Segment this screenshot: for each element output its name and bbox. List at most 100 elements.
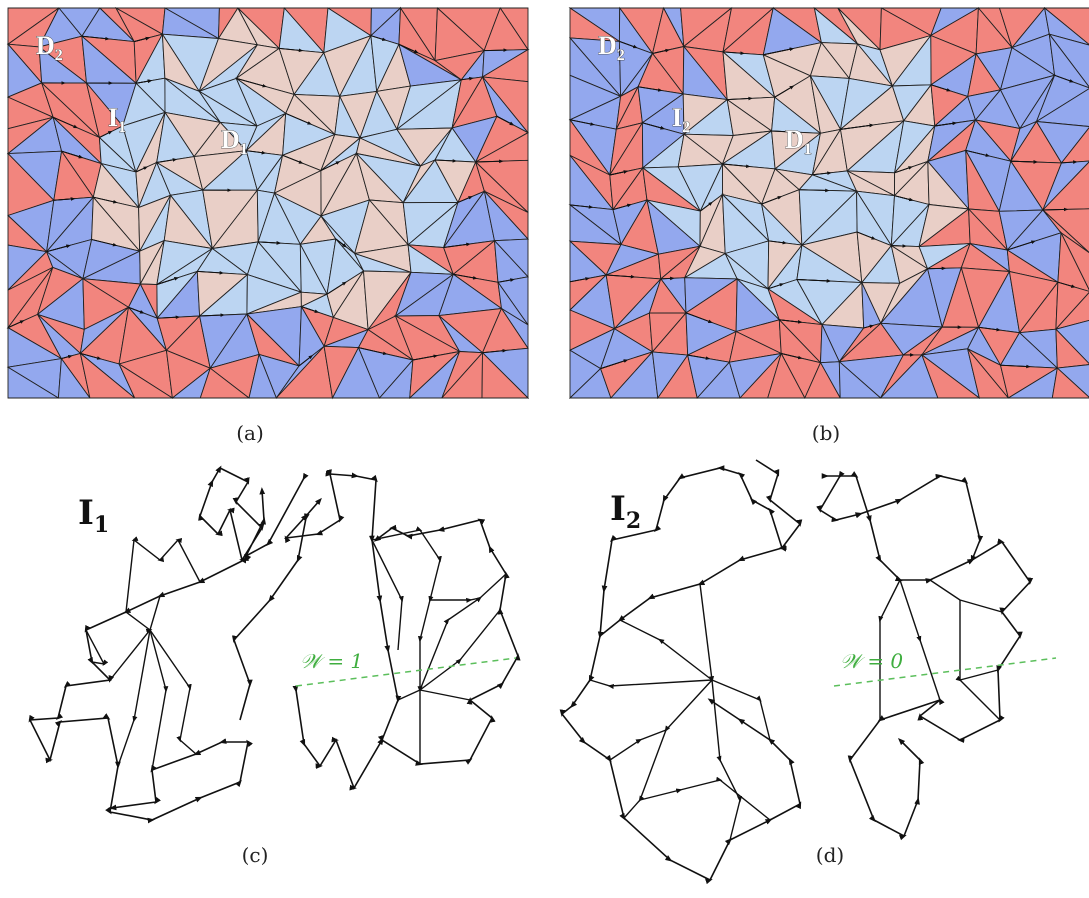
mosaic-arrow bbox=[779, 319, 803, 324]
mosaic-arrow bbox=[53, 197, 76, 201]
mosaic-arrow bbox=[335, 238, 347, 248]
mosaic-arrow bbox=[134, 36, 151, 43]
mosaic-arrow bbox=[934, 121, 957, 127]
panel-a-labels: D2 I1 D1 bbox=[36, 31, 249, 159]
mosaic-arrow bbox=[1042, 207, 1069, 212]
mosaic-arrow bbox=[781, 353, 803, 360]
mosaic-arrow bbox=[301, 306, 320, 313]
mosaic-tile bbox=[967, 348, 1010, 399]
mosaic-arrow bbox=[99, 130, 113, 138]
panel-a-d2-label: D2 bbox=[36, 31, 63, 64]
caption-c: (c) bbox=[242, 843, 269, 867]
panel-b-labels: D2 I2 D1 bbox=[598, 31, 813, 159]
mosaic-arrow bbox=[965, 149, 991, 157]
mosaic-arrow bbox=[606, 274, 636, 279]
mosaic-arrow bbox=[840, 123, 874, 130]
mosaic-arrow bbox=[497, 278, 515, 283]
mosaic-arrow bbox=[927, 266, 947, 271]
mosaic-arrow bbox=[135, 166, 148, 173]
mosaic-arrow bbox=[136, 79, 153, 84]
mosaic-arrow bbox=[298, 354, 314, 367]
mosaic-arrow bbox=[1000, 364, 1031, 369]
mosaic-arrow bbox=[475, 159, 504, 164]
mosaic-arrow bbox=[156, 158, 178, 163]
loop-i2-inner-edges bbox=[589, 579, 1003, 841]
mosaic-arrow bbox=[891, 244, 907, 248]
mosaic-arrow bbox=[619, 40, 638, 49]
mosaic-arrow bbox=[767, 283, 785, 290]
panel-a-i-label: I1 bbox=[108, 103, 126, 136]
mosaic-tile bbox=[920, 353, 981, 399]
mosaic-arrow bbox=[774, 85, 795, 98]
winding-line-c bbox=[295, 657, 517, 687]
mosaic-tile bbox=[838, 360, 882, 399]
mosaic-tile bbox=[804, 361, 841, 399]
panel-a-d1-label: D1 bbox=[221, 125, 248, 158]
loop-i1-inner-edges bbox=[85, 526, 507, 771]
mosaic-arrow bbox=[157, 315, 181, 320]
mosaic-arrow bbox=[569, 277, 590, 283]
mosaic-arrow bbox=[7, 320, 25, 329]
mosaic-arrow bbox=[482, 348, 507, 354]
mosaic-arrow bbox=[1057, 281, 1076, 288]
mosaic-arrow bbox=[199, 313, 225, 317]
loop-label-d: I2 bbox=[610, 489, 641, 534]
mosaic-arrow bbox=[52, 116, 78, 129]
mosaic-arrow bbox=[370, 35, 387, 41]
mosaic-arrow bbox=[660, 276, 675, 281]
mosaic-arrow bbox=[453, 273, 478, 280]
mosaic-arrow bbox=[894, 166, 913, 174]
mosaic-arrow bbox=[763, 47, 795, 56]
mosaic-arrow bbox=[326, 281, 347, 295]
mosaic-arrow bbox=[61, 354, 73, 360]
mosaic-arrow bbox=[642, 122, 665, 130]
mosaic-tile bbox=[79, 352, 136, 399]
mosaic-arrow bbox=[46, 244, 71, 253]
caption-a: (a) bbox=[236, 421, 264, 445]
mosaic-arrow bbox=[768, 240, 788, 245]
mosaic-arrow bbox=[128, 306, 145, 314]
mosaic-tile bbox=[57, 357, 91, 399]
mosaic-arrow bbox=[320, 161, 341, 172]
mosaic-arrow bbox=[81, 35, 110, 41]
mosaic-arrow bbox=[569, 204, 594, 209]
mosaic-arrow bbox=[91, 239, 118, 247]
mosaic-arrow bbox=[61, 150, 84, 159]
mosaic-arrow bbox=[461, 76, 474, 81]
mosaic-tile bbox=[248, 352, 277, 399]
mosaic-arrow bbox=[894, 195, 914, 202]
mosaic-arrow bbox=[398, 43, 419, 54]
mosaic-tile bbox=[481, 351, 530, 399]
mosaic-arrow bbox=[652, 48, 670, 54]
mosaic-arrow bbox=[978, 326, 1001, 332]
mosaic-arrow bbox=[812, 171, 832, 176]
panel-d-loop: 𝒲 = 0 I2 (d) bbox=[562, 459, 1057, 880]
mosaic-arrow bbox=[856, 231, 876, 240]
mosaic-arrow bbox=[796, 279, 832, 283]
winding-label-c: 𝒲 = 1 bbox=[300, 649, 363, 673]
mosaic-arrow bbox=[412, 354, 438, 361]
mosaic-arrow bbox=[761, 196, 783, 205]
mosaic-arrow bbox=[484, 48, 508, 52]
mosaic-arrow bbox=[496, 115, 515, 126]
panel-b-i-label: I2 bbox=[672, 103, 690, 136]
winding-label-d: 𝒲 = 0 bbox=[840, 649, 903, 673]
mosaic-arrow bbox=[434, 159, 458, 163]
mosaic-arrow bbox=[246, 150, 267, 155]
mosaic-arrow bbox=[93, 196, 118, 204]
mosaic-arrow bbox=[722, 163, 751, 169]
mosaic-tile bbox=[7, 366, 60, 399]
mosaic-arrow bbox=[609, 170, 629, 176]
mosaic-arrow bbox=[771, 130, 798, 134]
mosaic-arrow bbox=[569, 119, 595, 126]
mosaic-arrow bbox=[687, 354, 711, 360]
mosaic-arrow bbox=[685, 312, 713, 323]
panel-a-mosaic bbox=[6, 6, 530, 400]
mosaic-tile bbox=[767, 352, 806, 399]
mosaic-arrow bbox=[799, 188, 830, 193]
panel-c-loop: 𝒲 = 1 I1 (c) bbox=[30, 468, 518, 867]
mosaic-arrow bbox=[600, 359, 629, 370]
mosaic-arrow bbox=[700, 201, 713, 212]
mosaic-arrow bbox=[612, 203, 632, 211]
